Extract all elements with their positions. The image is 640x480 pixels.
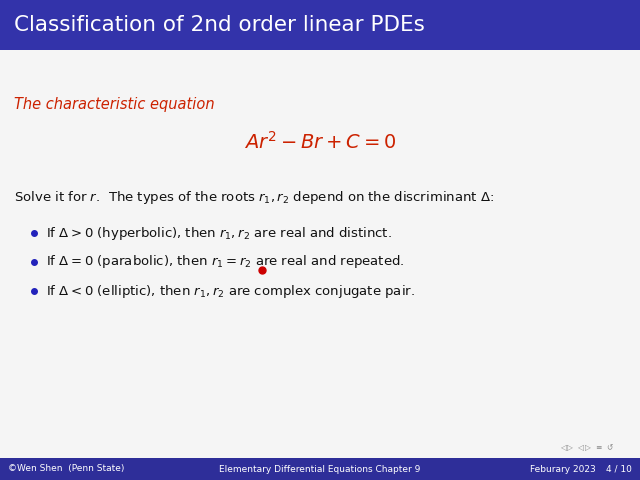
Bar [0,458,640,480]
Text: If $\Delta < 0$ (elliptic), then $r_1, r_2$ are complex conjugate pair.: If $\Delta < 0$ (elliptic), then $r_1, r… [46,283,415,300]
Text: $Ar^2 - Br + C = 0$: $Ar^2 - Br + C = 0$ [244,131,396,153]
Text: Elementary Differential Equations Chapter 9: Elementary Differential Equations Chapte… [220,465,420,473]
Text: $\lhd\!\rhd\;\lhd\!\rhd\;\equiv\;\circlearrowleft$: $\lhd\!\rhd\;\lhd\!\rhd\;\equiv\;\circle… [560,443,615,454]
Text: 4 / 10: 4 / 10 [606,465,632,473]
Bar [0,0,640,50]
Text: The characteristic equation: The characteristic equation [14,97,214,112]
Text: Classification of 2nd order linear PDEs: Classification of 2nd order linear PDEs [14,15,425,35]
Text: If $\Delta = 0$ (parabolic), then $r_1 = r_2$ are real and repeated.: If $\Delta = 0$ (parabolic), then $r_1 =… [46,253,404,271]
Text: Feburary 2023: Feburary 2023 [530,465,596,473]
Text: ©Wen Shen  (Penn State): ©Wen Shen (Penn State) [8,465,124,473]
Text: Solve it for $r$.  The types of the roots $r_1, r_2$ depend on the discriminant : Solve it for $r$. The types of the roots… [14,189,494,205]
Text: If $\Delta > 0$ (hyperbolic), then $r_1, r_2$ are real and distinct.: If $\Delta > 0$ (hyperbolic), then $r_1,… [46,225,392,241]
